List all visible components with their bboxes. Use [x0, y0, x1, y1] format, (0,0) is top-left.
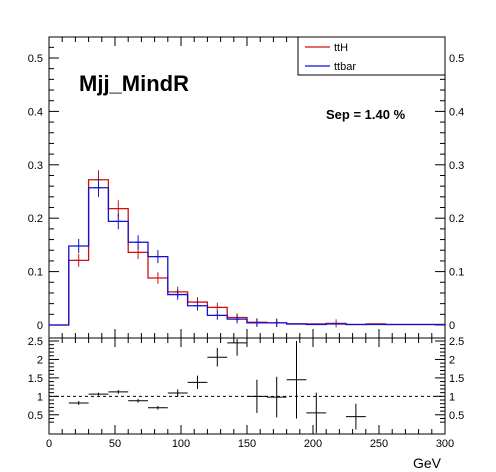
lower-y-tick-label-right: 1 [449, 391, 455, 403]
x-tick-label: 200 [304, 438, 322, 450]
series-line-ttbar [49, 187, 446, 326]
lower-y-tick-label-right: 0.5 [449, 410, 464, 422]
upper-y-tick-label: 0 [37, 320, 43, 332]
upper-y-tick-label: 0.5 [28, 53, 43, 65]
x-tick-label: 300 [436, 438, 454, 450]
lower-y-tick-label-right: 2 [449, 354, 455, 366]
lower-y-tick-label: 2 [37, 354, 43, 366]
upper-plot-frame [48, 36, 446, 339]
upper-y-tick-label-right: 0.4 [449, 106, 464, 118]
upper-y-tick-label-right: 0.5 [449, 53, 464, 65]
legend-label-tth: ttH [334, 42, 348, 54]
x-tick-label: 0 [46, 438, 52, 450]
upper-y-tick-label-right: 0.2 [449, 213, 464, 225]
lower-plot-layer: 0 50 100 150 200 250 300 0.5 0.5 1 1 1.5 1.5 2 2 2.5 2.5 [28, 336, 465, 450]
x-tick-label: 100 [172, 438, 190, 450]
upper-y-tick-label: 0.2 [28, 213, 43, 225]
upper-y-tick-label: 0.4 [28, 106, 43, 118]
lower-y-tick-label: 1 [37, 391, 43, 403]
upper-plot-layer: 0 0 0.1 0.1 0.2 0.2 0.3 0.3 0.4 0.4 0.5 0.5 [28, 37, 464, 338]
upper-y-tick-label: 0.3 [28, 160, 43, 172]
x-tick-label: 50 [109, 438, 121, 450]
lower-y-tick-label: 0.5 [28, 410, 43, 422]
upper-y-tick-label-right: 0.3 [449, 160, 464, 172]
lower-y-tick-label: 1.5 [28, 373, 43, 385]
upper-y-tick-label-right: 0 [449, 320, 455, 332]
plot-title: Mjj_MindR [79, 71, 189, 96]
separation-annotation: Sep = 1.40 % [326, 107, 406, 122]
legend-label-ttbar: ttbar [334, 61, 356, 73]
legend: ttH ttbar [297, 36, 446, 76]
upper-y-tick-label-right: 0.1 [449, 267, 464, 279]
upper-y-tick-label: 0.1 [28, 267, 43, 279]
x-tick-label: 250 [370, 438, 388, 450]
x-tick-label: 150 [238, 438, 256, 450]
lower-y-tick-label-right: 2.5 [449, 336, 464, 348]
x-axis-label: GeV [413, 455, 442, 471]
lower-plot-frame [48, 337, 446, 435]
lower-y-tick-label: 2.5 [28, 336, 43, 348]
legend-box [297, 36, 446, 76]
lower-y-tick-label-right: 1.5 [449, 373, 464, 385]
